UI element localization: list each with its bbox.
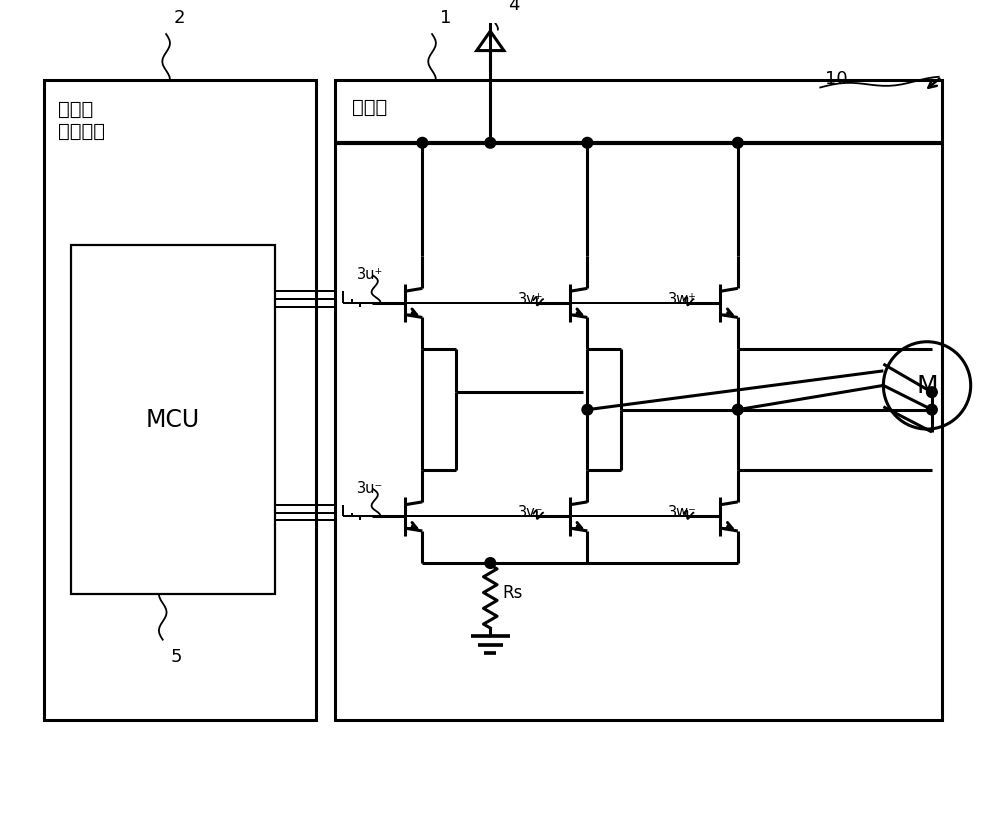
Circle shape xyxy=(582,405,593,415)
Text: 逆变器
控制单元: 逆变器 控制单元 xyxy=(58,100,105,141)
Text: 10: 10 xyxy=(825,69,848,88)
Text: 逆变器: 逆变器 xyxy=(352,98,388,117)
Circle shape xyxy=(927,405,937,415)
Circle shape xyxy=(417,138,428,149)
Text: 3v⁻: 3v⁻ xyxy=(517,504,543,519)
Text: 3w⁺: 3w⁺ xyxy=(668,291,697,306)
Circle shape xyxy=(485,138,496,149)
Bar xyxy=(71,246,275,595)
Text: 3w⁻: 3w⁻ xyxy=(668,504,697,519)
Bar xyxy=(44,80,316,720)
Text: M: M xyxy=(916,374,938,398)
Circle shape xyxy=(732,405,743,415)
Text: 2: 2 xyxy=(174,9,185,27)
Text: 1: 1 xyxy=(440,9,451,27)
Circle shape xyxy=(582,138,593,149)
Circle shape xyxy=(485,558,496,569)
Bar xyxy=(335,80,942,720)
Text: 3u⁺: 3u⁺ xyxy=(357,267,384,282)
Text: 5: 5 xyxy=(171,648,182,666)
Circle shape xyxy=(927,387,937,398)
Text: 3v⁺: 3v⁺ xyxy=(517,291,543,306)
Text: Rs: Rs xyxy=(502,583,522,601)
Text: MCU: MCU xyxy=(146,408,200,432)
Text: 3u⁻: 3u⁻ xyxy=(357,480,384,495)
Circle shape xyxy=(732,138,743,149)
Text: 4: 4 xyxy=(508,0,519,14)
